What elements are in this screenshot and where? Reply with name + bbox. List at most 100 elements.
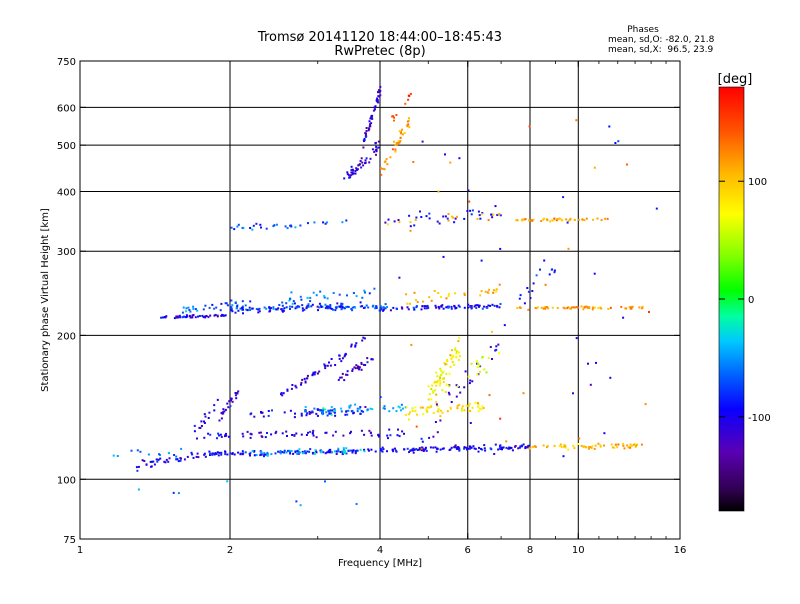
data-point: [410, 343, 413, 346]
data-point: [563, 307, 566, 310]
data-point: [457, 304, 460, 307]
data-point: [370, 434, 373, 437]
data-point: [435, 306, 438, 309]
data-point: [339, 451, 342, 453]
data-point: [209, 454, 211, 456]
data-point: [428, 393, 431, 396]
data-point: [215, 452, 218, 455]
data-point: [292, 300, 295, 303]
data-point: [376, 100, 379, 103]
data-point: [305, 306, 308, 309]
data-point: [324, 431, 327, 434]
data-point: [499, 214, 502, 217]
data-point: [328, 412, 331, 415]
data-point: [276, 308, 279, 311]
data-point: [149, 460, 152, 463]
data-point: [426, 307, 429, 309]
data-point: [420, 308, 423, 311]
data-point: [577, 306, 580, 309]
data-point: [629, 446, 632, 449]
data-point: [370, 358, 373, 361]
data-point: [499, 247, 502, 250]
data-point: [275, 430, 278, 433]
data-point: [450, 401, 453, 403]
data-point: [360, 166, 363, 169]
data-point: [535, 274, 538, 277]
data-point: [335, 453, 338, 455]
data-point: [422, 448, 425, 451]
data-point: [340, 376, 343, 379]
data-point: [350, 308, 353, 310]
data-point: [394, 143, 397, 146]
data-point: [585, 217, 588, 220]
data-point: [447, 213, 450, 215]
data-point: [299, 224, 302, 227]
data-point: [418, 448, 421, 451]
data-point: [220, 417, 223, 420]
data-point: [351, 168, 354, 171]
data-point: [188, 314, 191, 317]
data-point: [389, 309, 392, 312]
data-point: [315, 412, 318, 415]
data-point: [349, 174, 352, 177]
data-point: [469, 422, 472, 424]
data-point: [375, 145, 378, 148]
data-point: [304, 410, 307, 413]
data-point: [345, 373, 347, 376]
data-point: [412, 448, 415, 451]
data-point: [234, 311, 237, 314]
data-point: [467, 303, 470, 306]
data-point: [298, 305, 301, 308]
data-point: [444, 363, 447, 366]
data-point: [233, 228, 236, 231]
data-point: [309, 411, 312, 414]
colorbar-tick-label: 100: [748, 177, 767, 188]
data-point: [344, 306, 347, 309]
data-point: [483, 368, 486, 371]
data-point: [245, 308, 248, 311]
data-point: [291, 305, 294, 308]
data-point: [257, 308, 260, 311]
data-point: [391, 148, 394, 151]
data-point: [220, 302, 223, 305]
data-point: [176, 458, 179, 461]
data-point: [394, 148, 397, 151]
data-point: [482, 407, 485, 410]
data-point: [304, 381, 307, 384]
data-point: [497, 343, 500, 346]
data-point: [345, 410, 348, 413]
data-point: [351, 368, 354, 371]
data-point: [401, 128, 404, 131]
data-point: [563, 445, 566, 448]
data-point: [281, 432, 284, 435]
data-point: [447, 219, 450, 222]
data-point: [395, 450, 398, 453]
data-point: [283, 307, 286, 310]
data-point: [201, 314, 204, 317]
data-point: [553, 269, 556, 272]
data-point: [458, 337, 461, 340]
data-point: [198, 315, 201, 317]
data-point: [152, 460, 155, 463]
data-point: [450, 446, 453, 449]
data-point: [500, 446, 503, 449]
data-point: [426, 409, 428, 412]
data-point: [420, 437, 423, 440]
data-point: [202, 308, 205, 311]
data-point: [431, 384, 434, 387]
data-point: [356, 365, 359, 368]
data-point: [392, 450, 395, 453]
data-point: [307, 304, 310, 307]
data-point: [230, 307, 233, 310]
data-point: [395, 410, 398, 413]
data-point: [455, 384, 458, 387]
data-point: [399, 139, 402, 142]
data-point: [338, 354, 341, 357]
data-point: [370, 448, 373, 451]
data-point: [284, 225, 287, 228]
data-point: [277, 450, 280, 453]
data-point: [490, 213, 493, 216]
data-point: [471, 209, 474, 212]
data-point: [319, 290, 322, 293]
